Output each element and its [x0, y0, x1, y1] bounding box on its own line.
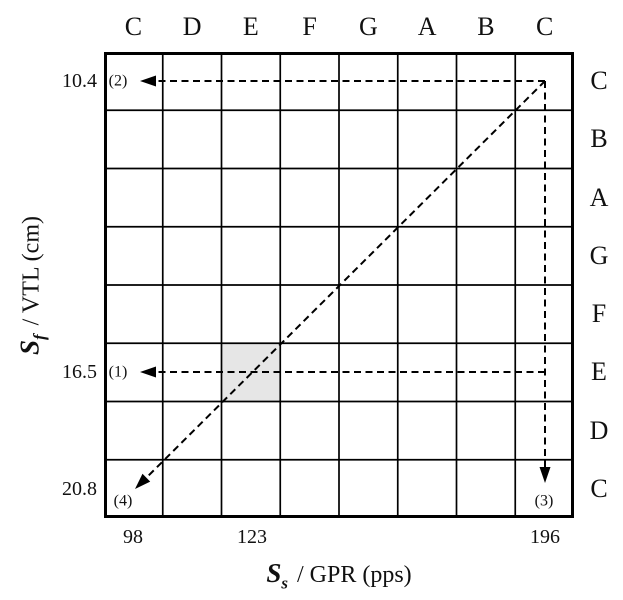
step-1-arrow: (1)	[109, 364, 545, 381]
step-4-label: (4)	[114, 493, 133, 510]
right-note-label: C	[590, 473, 608, 503]
step-2-label: (2)	[109, 73, 128, 90]
right-note-label: F	[591, 299, 607, 329]
top-note-label: E	[242, 12, 259, 41]
top-note-labels: C D E F G A B C	[104, 8, 574, 46]
right-note-label: B	[590, 124, 608, 154]
top-note-label: G	[358, 12, 378, 41]
step-2-arrowhead	[140, 75, 156, 87]
y-tick-16-5: 16.5	[62, 361, 97, 383]
step-1-arrowhead	[140, 366, 156, 378]
x-axis-title: Ss / GPR (pps)	[189, 558, 489, 593]
right-note-label: G	[589, 240, 609, 270]
right-note-label: E	[591, 357, 607, 387]
right-note-labels: C B A G F E D C	[582, 52, 616, 518]
step-3-arrowhead	[539, 467, 551, 483]
right-note-label: C	[590, 66, 608, 96]
y-tick-10-4: 10.4	[62, 70, 97, 92]
x-axis-unit: / GPR (pps)	[296, 562, 412, 588]
top-note-label: A	[417, 12, 437, 41]
top-note-label: F	[302, 12, 317, 41]
step-4-arrow: (4)	[114, 80, 546, 510]
grid-lines	[105, 53, 573, 517]
y-tick-20-8: 20.8	[62, 478, 97, 500]
top-note-label: B	[477, 12, 495, 41]
right-note-label: D	[589, 415, 609, 445]
top-note-label: C	[124, 12, 143, 41]
step-1-label: (1)	[109, 364, 128, 381]
top-note-label: D	[182, 12, 202, 41]
x-axis-symbol: Ss	[266, 558, 288, 593]
y-axis-symbol: Sf	[14, 334, 49, 356]
right-note-label: A	[589, 182, 609, 212]
plot-grid: (2) (1) (3) (4)	[104, 52, 574, 518]
step-2-arrow: (2)	[109, 73, 545, 90]
y-axis-unit: / VTL (cm)	[18, 216, 45, 326]
y-axis-title: Sf / VTL (cm)	[14, 136, 49, 436]
x-tick-98: 98	[123, 526, 143, 548]
step-3-arrow: (3)	[535, 81, 554, 510]
x-tick-196: 196	[530, 526, 560, 548]
top-note-label: C	[535, 12, 554, 41]
step-4-arrowhead	[135, 473, 151, 489]
x-tick-123: 123	[237, 526, 267, 548]
step-3-label: (3)	[535, 493, 554, 510]
grid-border	[104, 52, 574, 518]
